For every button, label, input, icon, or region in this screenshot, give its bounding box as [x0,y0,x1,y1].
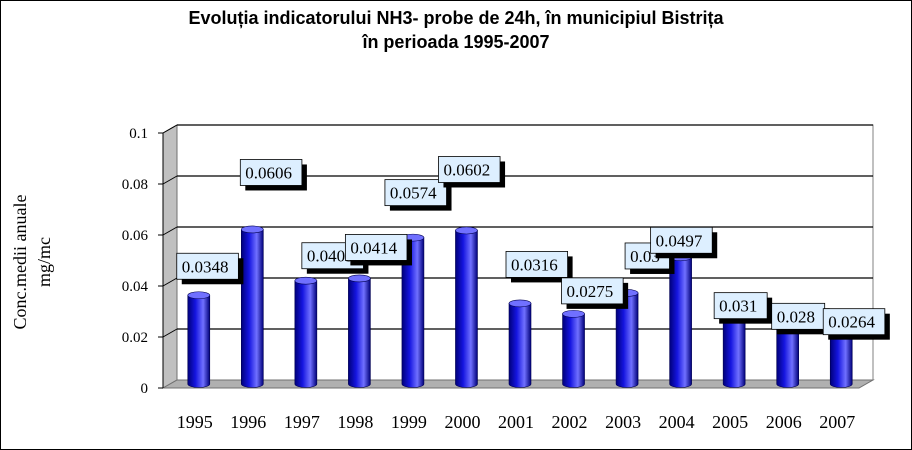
x-tick-label: 2004 [659,412,695,432]
y-axis-label-line2: mg/mc [34,237,54,287]
data-label-text: 0.0316 [511,255,558,274]
data-label: 0.0606 [239,159,307,191]
x-tick-label: 2005 [712,412,748,432]
y-axis-label-line1: Conc.medii anuale [10,195,30,330]
side-wall [162,124,178,389]
bar [508,299,532,388]
data-label: 0.0602 [438,156,506,188]
bar [455,226,478,388]
chart-title-line1: Evoluția indicatorului NH3- probe de 24h… [188,8,724,28]
data-label-text: 0.028 [777,307,815,326]
chart-title-line2: în perioada 1995-2007 [362,32,550,52]
data-label: 0.0574 [384,179,452,211]
x-tick-label: 1996 [230,412,266,432]
data-label-text: 0.0574 [390,184,437,203]
data-label: 0.031 [713,292,773,324]
data-label: 0.0497 [650,226,718,259]
data-label-text: 0.0275 [567,282,614,301]
bar [348,274,371,388]
bars [187,225,853,388]
x-tick-label: 1998 [337,412,373,432]
y-tick-label: 0.08 [122,177,148,193]
chart-title: Evoluția indicatorului NH3- probe de 24h… [0,6,912,54]
x-tick-label: 1997 [284,412,320,432]
gridline-side [162,175,178,185]
x-tick-label: 2001 [498,412,534,432]
data-label-text: 0.0497 [656,231,703,250]
data-label: 0.0348 [176,252,244,285]
x-tick-label: 1995 [177,412,213,432]
x-axis-ticks: 1995 1996 1997 1998 1999 2000 2001 2002 2003 2004… [177,412,855,432]
y-axis-ticks: 0 0.02 0.04 0.06 0.08 0.1 [122,126,164,397]
y-tick-label: 0.04 [122,279,149,295]
y-tick-label: 0 [141,381,149,397]
bar [562,310,585,388]
gridline-side [162,277,178,287]
data-label-text: 0.0602 [443,160,490,179]
y-tick-label: 0.06 [122,228,149,244]
bar [294,276,318,388]
data-label-text: 0.0348 [182,257,229,276]
data-label-text: 0.0414 [350,238,397,257]
y-tick-label: 0.1 [129,126,148,142]
gridline-side [162,226,178,236]
data-label-text: 0.0264 [828,313,875,332]
data-label-text: 0.0405 [307,247,354,266]
bar [187,291,211,388]
data-label: 0.0414 [344,234,412,266]
data-label: 0.028 [771,302,830,335]
x-tick-label: 2007 [819,412,855,432]
x-tick-label: 2003 [605,412,641,432]
x-tick-label: 2000 [444,412,480,432]
x-tick-label: 1999 [391,412,427,432]
gridline-side [162,124,178,134]
x-tick-label: 2006 [766,412,802,432]
y-tick-label: 0.02 [122,330,148,346]
data-label: 0.0264 [822,308,890,340]
x-tick-label: 2002 [552,412,588,432]
gridline-side [162,328,178,338]
data-label: 0.0275 [561,277,629,309]
data-label-text: 0.031 [719,297,757,316]
data-label-text: 0.0606 [245,163,292,182]
bar [241,225,264,388]
bar [401,233,425,388]
